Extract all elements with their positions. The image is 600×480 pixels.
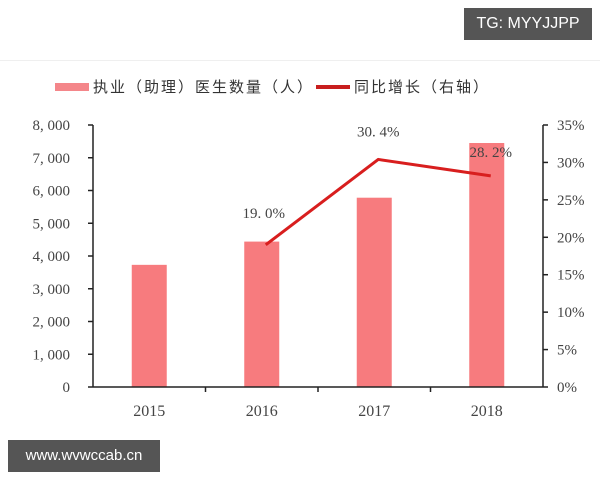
left-tick-label: 3, 000 (33, 282, 71, 298)
bar-2018 (469, 143, 505, 387)
left-axis: 0 1, 000 2, 000 3, 000 4, 000 5, 000 6, 000 7, … (33, 118, 71, 396)
x-tick-label: 2015 (133, 403, 165, 420)
bar-2016 (244, 241, 280, 387)
legend-bar-label: 执业（助理）医生数量（人） (93, 80, 315, 96)
legend-item-bar: 执业（助理）医生数量（人） (55, 76, 314, 97)
right-tick-label: 10% (557, 305, 585, 321)
bar-swatch-icon (55, 82, 89, 91)
right-tick-label: 0% (557, 380, 577, 396)
growth-data-label: 19. 0% (243, 206, 286, 222)
left-tick-label: 0 (63, 380, 71, 396)
right-tick-label: 30% (557, 155, 585, 171)
bar-series (131, 143, 505, 387)
line-swatch-icon (316, 84, 350, 89)
watermark-top-right: TG: MYYJJPP (464, 8, 592, 40)
right-tick-label: 20% (557, 230, 585, 246)
bar-2017 (356, 197, 392, 387)
bar-2015 (131, 264, 167, 387)
right-tick-label: 25% (557, 193, 585, 209)
left-tick-label: 2, 000 (33, 315, 71, 331)
axes-lines (88, 124, 548, 392)
left-tick-label: 1, 000 (33, 347, 71, 363)
left-tick-label: 7, 000 (33, 151, 71, 167)
x-axis-labels: 2015 2016 2017 2018 (133, 403, 503, 420)
growth-line (264, 157, 491, 246)
left-tick-label: 5, 000 (33, 216, 71, 232)
x-tick-label: 2016 (246, 403, 278, 420)
right-axis: 0% 5% 10% 15% 20% 25% 30% 35% (557, 118, 585, 396)
right-tick-label: 15% (557, 268, 585, 284)
x-tick-label: 2018 (471, 403, 503, 420)
left-tick-label: 4, 000 (33, 249, 71, 265)
legend-item-line: 同比增长（右轴） (316, 76, 490, 97)
legend-line-label: 同比增长（右轴） (354, 80, 491, 96)
x-tick-label: 2017 (358, 403, 390, 420)
left-tick-label: 6, 000 (33, 184, 71, 200)
growth-data-label: 30. 4% (357, 124, 400, 140)
growth-data-label: 28. 2% (470, 145, 513, 161)
line-series: 19. 0% 30. 4% 28. 2% (243, 124, 513, 246)
right-tick-label: 5% (557, 343, 577, 359)
watermark-bottom-left: www.wvwccab.cn (8, 440, 160, 472)
left-tick-label: 8, 000 (33, 118, 71, 134)
chart-legend: 执业（助理）医生数量（人） 同比增长（右轴） (0, 76, 600, 100)
right-tick-label: 35% (557, 118, 585, 134)
